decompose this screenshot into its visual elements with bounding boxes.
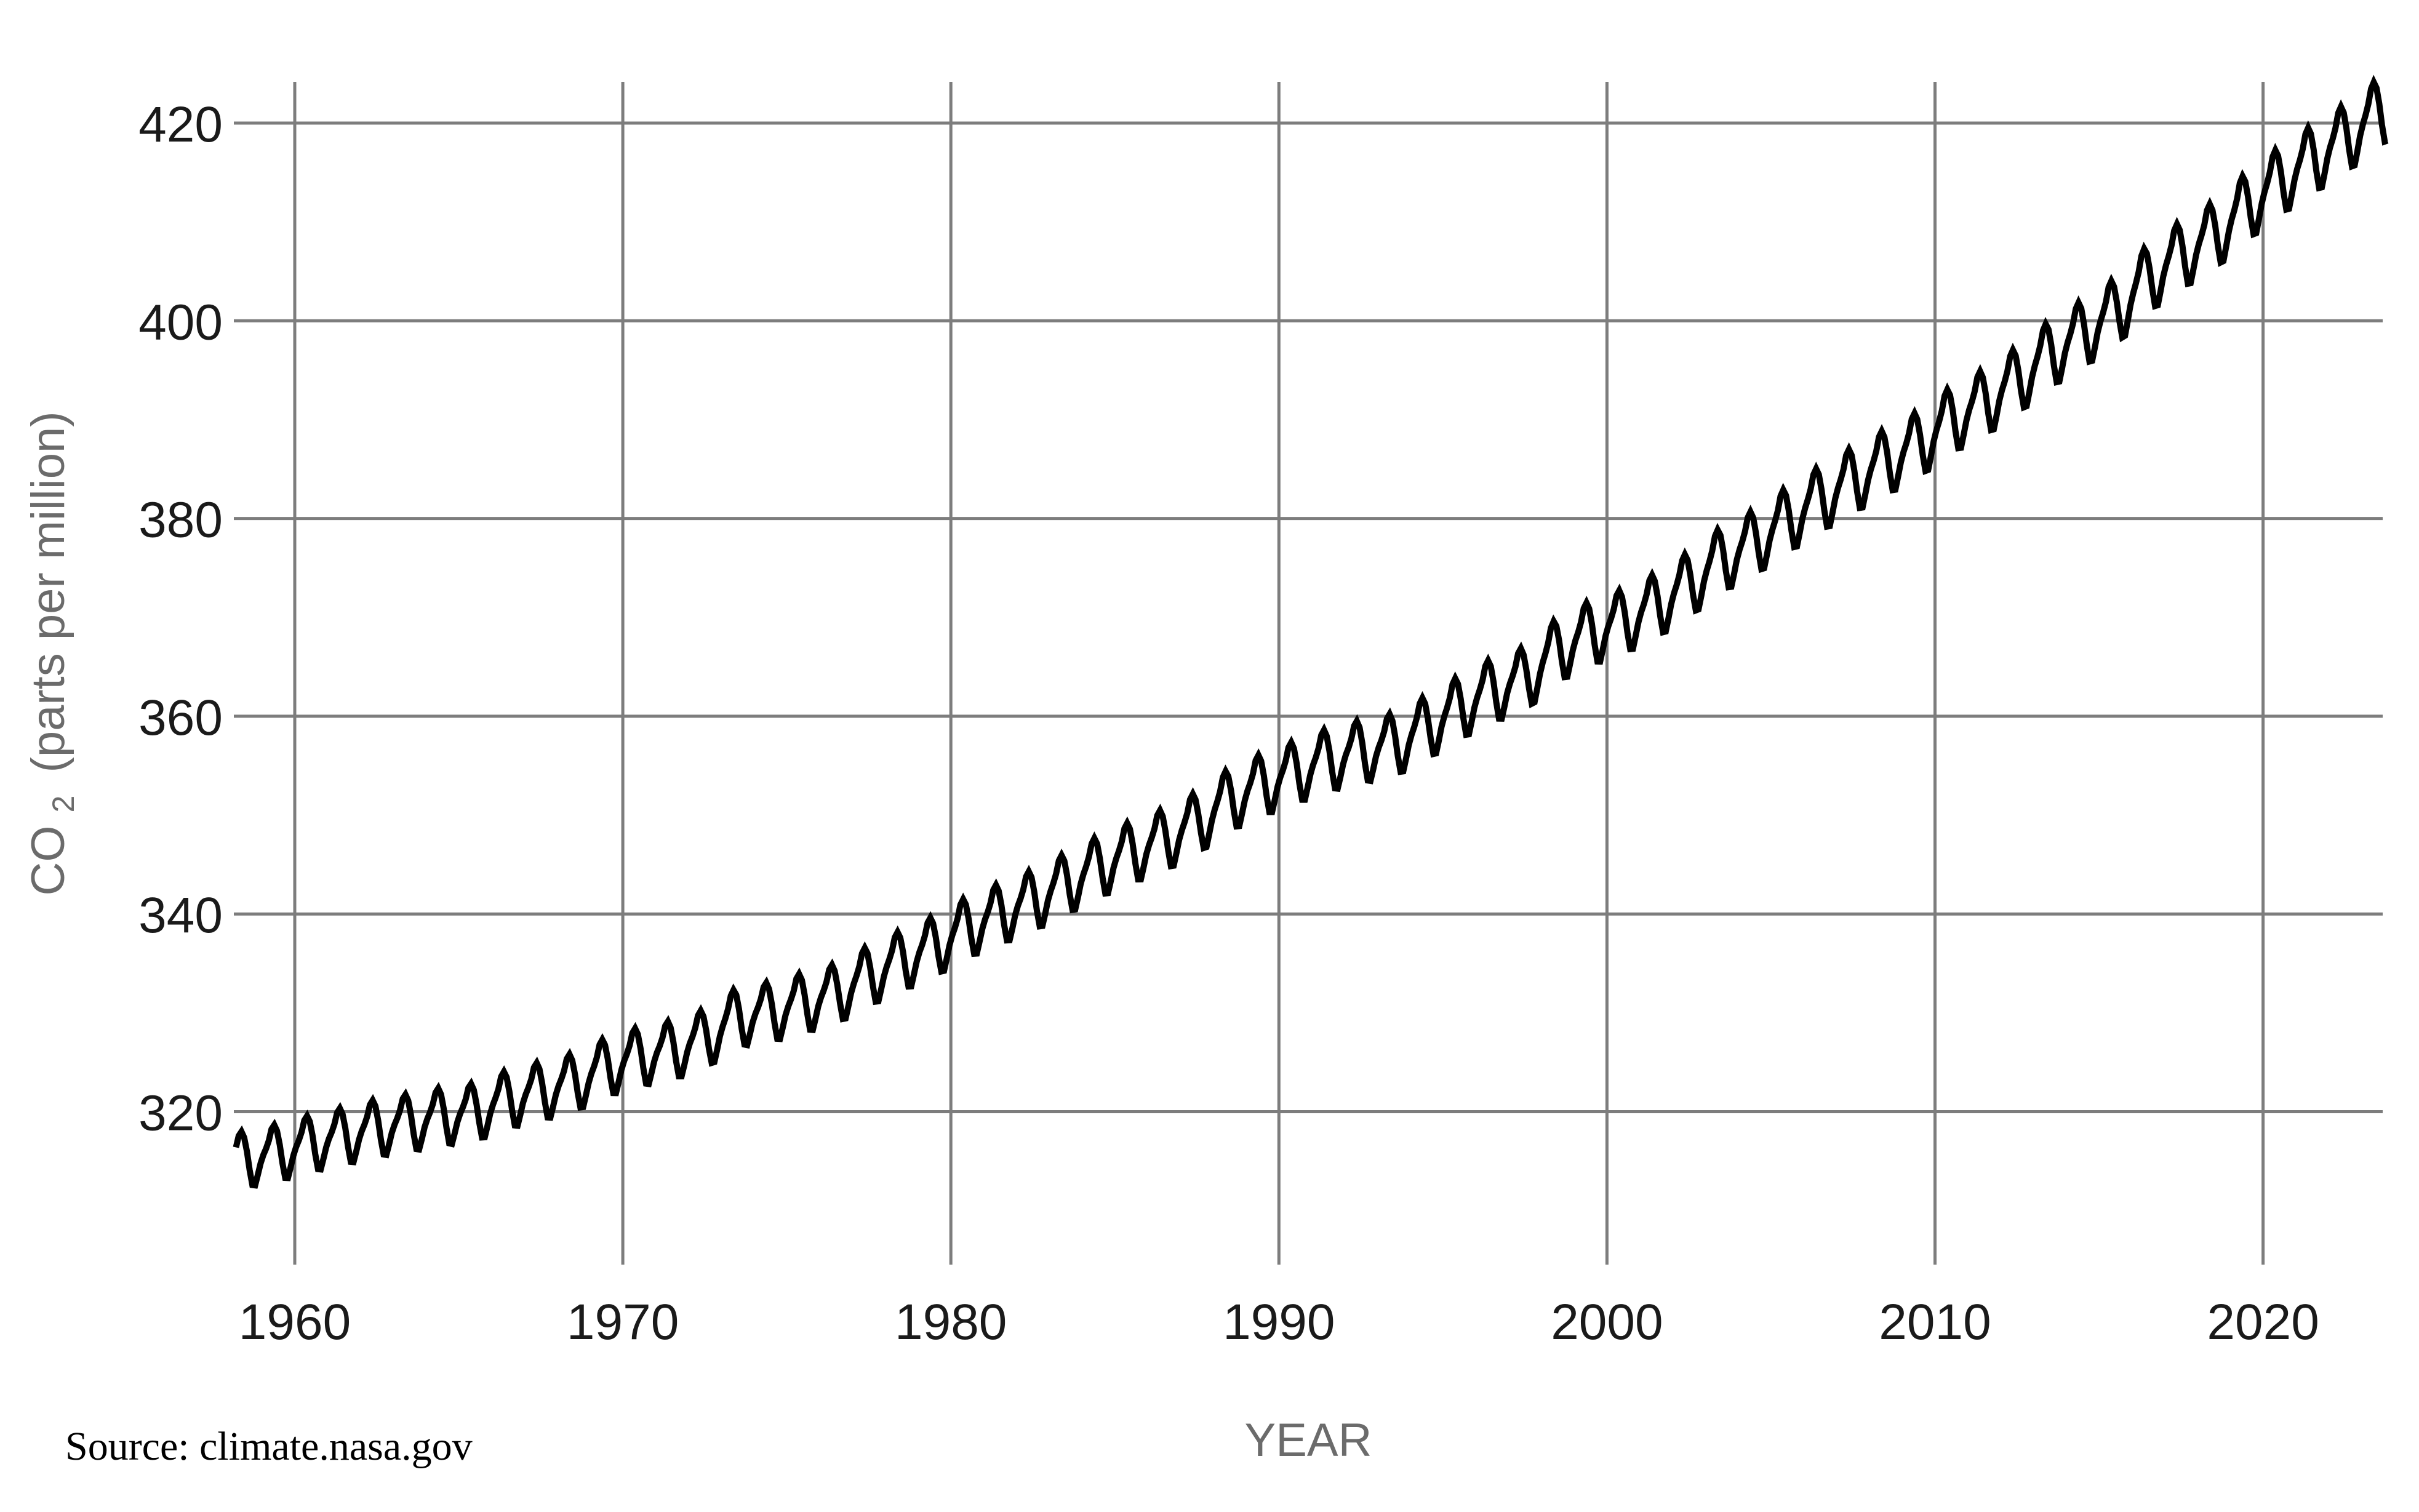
y-tick-420: 420 [138,97,223,153]
x-tick-2020: 2020 [2207,1294,2319,1350]
y-axis-title-co: CO [22,826,74,896]
y-axis-title: CO 2 (parts per million) [22,411,84,895]
y-tick-340: 340 [138,887,223,943]
y-tick-380: 380 [138,492,223,548]
y-axis-tick-labels: 420 400 380 360 340 320 [138,97,223,1142]
horizontal-gridlines [234,121,2383,1113]
x-axis-title: YEAR [1245,1414,1372,1466]
x-tick-1960: 1960 [239,1294,351,1350]
y-tick-400: 400 [138,294,223,350]
y-tick-320: 320 [138,1086,223,1142]
source-note: Source: climate.nasa.gov [65,1424,473,1469]
x-tick-1990: 1990 [1223,1294,1335,1350]
y-axis-title-subscript: 2 [46,796,81,813]
x-axis-tick-labels: 1960 1970 1980 1990 2000 2010 2020 [239,1294,2319,1350]
x-tick-2010: 2010 [1879,1294,1991,1350]
vertical-gridlines [293,82,2265,1265]
y-tick-360: 360 [138,690,223,746]
x-tick-2000: 2000 [1551,1294,1663,1350]
y-axis-title-units: (parts per million) [22,411,74,772]
x-tick-1980: 1980 [895,1294,1007,1350]
x-tick-1970: 1970 [567,1294,679,1350]
co2-data-line [233,74,2389,1189]
